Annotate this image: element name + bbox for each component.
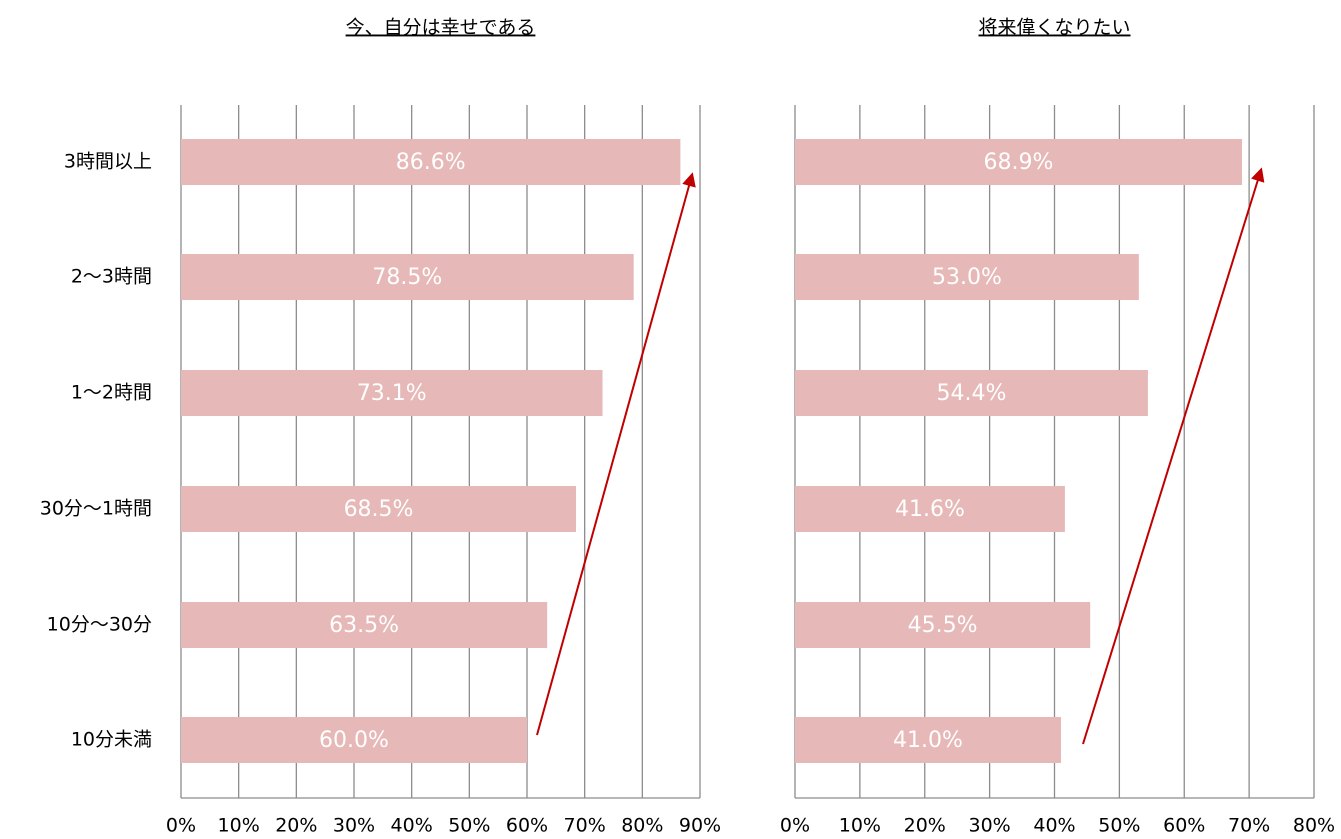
- x-tick-label: 30%: [333, 815, 375, 837]
- value-label: 60.0%: [319, 728, 389, 753]
- x-tick-label: 70%: [1228, 815, 1270, 837]
- x-tick-label: 60%: [1163, 815, 1205, 837]
- bar: [795, 139, 1242, 185]
- x-tick-label: 70%: [564, 815, 606, 837]
- category-label: 2〜3時間: [71, 266, 152, 288]
- chart-title: 今、自分は幸せである: [346, 17, 536, 39]
- x-tick-label: 80%: [621, 815, 663, 837]
- bar: [795, 486, 1065, 532]
- bar: [795, 717, 1061, 763]
- value-label: 41.0%: [893, 728, 963, 753]
- bar: [795, 602, 1091, 648]
- bar: [181, 602, 548, 648]
- category-label: 3時間以上: [64, 151, 152, 173]
- x-tick-label: 0%: [780, 815, 810, 837]
- x-tick-label: 20%: [275, 815, 317, 837]
- category-label: 1〜2時間: [71, 382, 152, 404]
- value-label: 53.0%: [932, 265, 1002, 290]
- bar: [181, 486, 577, 532]
- x-tick-label: 80%: [1293, 815, 1335, 837]
- value-label: 68.9%: [984, 150, 1054, 175]
- value-label: 54.4%: [937, 381, 1007, 406]
- value-label: 63.5%: [329, 613, 399, 638]
- value-label: 86.6%: [396, 150, 466, 175]
- x-tick-label: 90%: [679, 815, 721, 837]
- x-tick-label: 10%: [839, 815, 881, 837]
- bar: [795, 254, 1139, 300]
- chart-title: 将来偉くなりたい: [978, 17, 1130, 39]
- trend-arrow: [536, 172, 696, 736]
- x-tick-label: 20%: [904, 815, 946, 837]
- trend-arrow: [1082, 167, 1265, 745]
- value-label: 41.6%: [895, 497, 965, 522]
- bar: [181, 254, 634, 300]
- x-tick-label: 0%: [166, 815, 196, 837]
- x-tick-label: 30%: [969, 815, 1011, 837]
- x-tick-label: 40%: [1033, 815, 1075, 837]
- category-label: 30分〜1時間: [40, 498, 152, 520]
- value-label: 45.5%: [908, 613, 978, 638]
- plots: 今、自分は幸せである 0% 10% 20% 30% 40% 50% 60% 70% 80% 90% 8…: [40, 17, 1335, 837]
- x-tick-label: 10%: [218, 815, 260, 837]
- bar: [181, 139, 681, 185]
- bar: [181, 717, 527, 763]
- x-tick-label: 60%: [506, 815, 548, 837]
- x-tick-label: 50%: [1098, 815, 1140, 837]
- bar: [795, 370, 1148, 416]
- value-label: 78.5%: [372, 265, 442, 290]
- x-tick-label: 50%: [448, 815, 490, 837]
- value-label: 73.1%: [357, 381, 427, 406]
- category-label: 10分〜30分: [47, 614, 152, 636]
- x-tick-label: 40%: [391, 815, 433, 837]
- value-label: 68.5%: [344, 497, 414, 522]
- bar: [181, 370, 603, 416]
- category-label: 10分未満: [71, 729, 152, 751]
